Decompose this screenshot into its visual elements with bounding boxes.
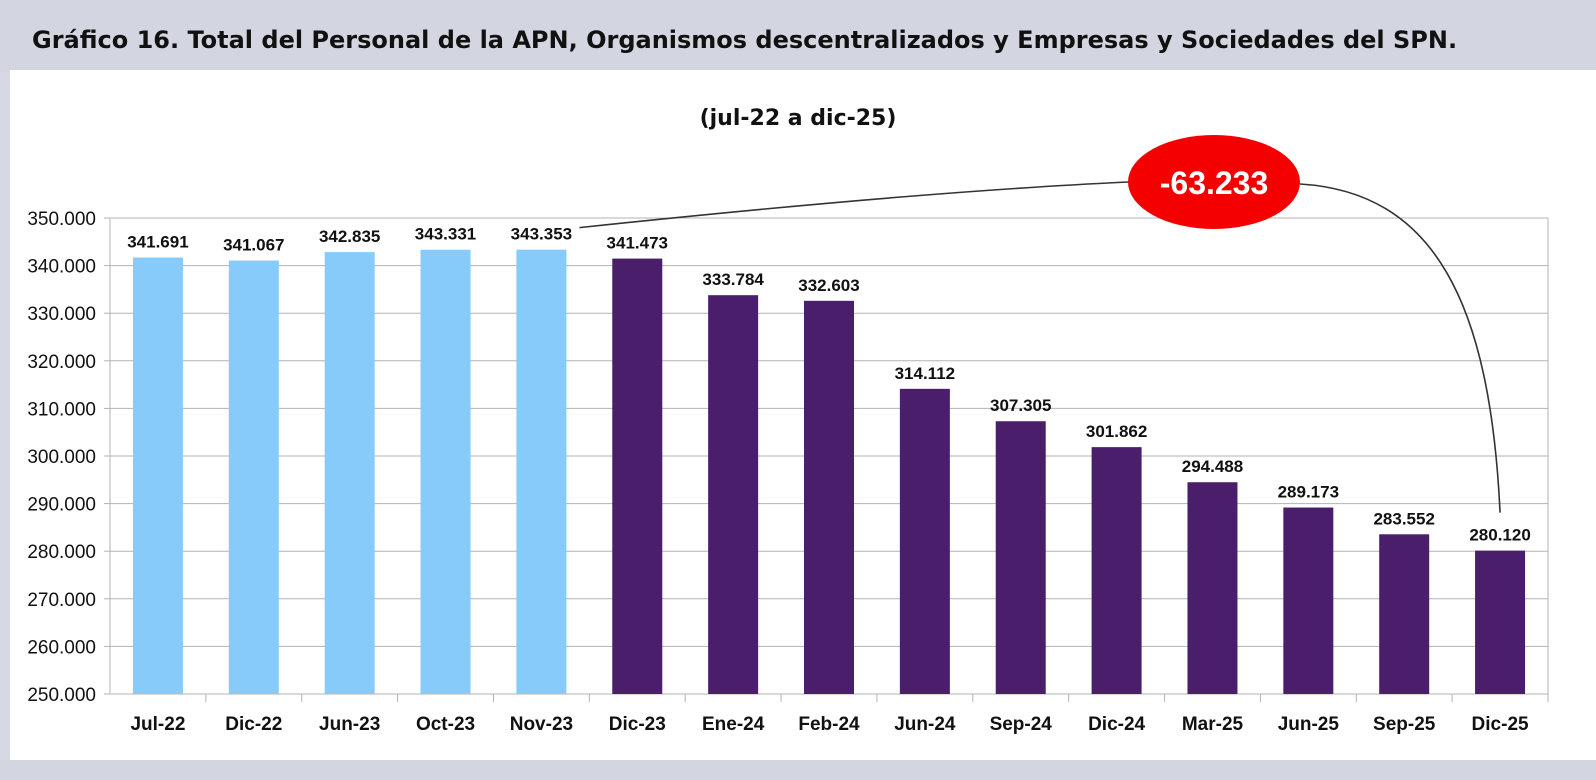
data-label: 341.691 [127, 233, 188, 252]
x-tick-label: Feb-24 [798, 714, 860, 735]
y-tick-label: 350.000 [27, 209, 96, 230]
bar [708, 295, 759, 694]
data-label: 294.488 [1182, 457, 1243, 476]
x-tick-label: Dic-22 [225, 714, 282, 735]
bar [1187, 482, 1238, 694]
x-tick-label: Jun-25 [1278, 714, 1340, 735]
bar [1475, 550, 1526, 694]
data-label: 343.331 [415, 225, 476, 244]
y-tick-label: 270.000 [27, 590, 96, 611]
y-tick-label: 310.000 [27, 399, 96, 420]
x-tick-label: Jul-22 [130, 714, 185, 735]
bar [804, 300, 854, 694]
x-tick-label: Jun-23 [319, 714, 380, 735]
data-label: 332.603 [798, 276, 859, 295]
chart-title: Gráfico 16. Total del Personal de la APN… [32, 26, 1458, 54]
data-label: 280.120 [1469, 526, 1530, 545]
data-label: 307.305 [990, 396, 1051, 415]
annotation-connector-right [1299, 183, 1501, 513]
data-label: 333.784 [702, 270, 764, 289]
annotation-connector-left [579, 181, 1129, 229]
y-tick-label: 300.000 [27, 447, 96, 468]
data-label: 343.353 [511, 225, 572, 244]
x-tick-label: Oct-23 [416, 714, 475, 735]
bar [324, 252, 375, 694]
data-label: 341.473 [607, 234, 668, 253]
x-tick-label: Dic-25 [1472, 714, 1529, 735]
y-tick-label: 340.000 [27, 257, 96, 278]
bar [612, 258, 663, 694]
data-label: 341.067 [223, 236, 284, 255]
data-label: 314.112 [895, 364, 956, 383]
x-tick-label: Sep-24 [990, 714, 1053, 735]
y-tick-label: 290.000 [27, 495, 96, 516]
data-label: 301.862 [1086, 422, 1147, 441]
x-tick-label: Sep-25 [1373, 714, 1436, 735]
chart-subtitle: (jul-22 a dic-25) [699, 106, 897, 131]
x-tick-label: Dic-24 [1088, 714, 1145, 735]
bar [1283, 507, 1334, 694]
bar [132, 257, 183, 694]
bar [995, 421, 1046, 694]
x-tick-label: Nov-23 [510, 714, 573, 735]
y-tick-label: 250.000 [27, 685, 96, 706]
data-label: 283.552 [1373, 509, 1434, 528]
bar [1379, 534, 1430, 694]
difference-badge-label: -63.233 [1160, 165, 1269, 201]
y-tick-label: 280.000 [27, 542, 96, 563]
y-tick-label: 330.000 [27, 304, 96, 325]
data-label: 342.835 [319, 227, 380, 246]
x-tick-label: Ene-24 [702, 714, 765, 735]
bar [420, 249, 471, 694]
data-label: 289.173 [1278, 483, 1339, 502]
y-tick-label: 320.000 [27, 352, 96, 373]
bar [228, 260, 279, 694]
bar [1091, 447, 1142, 694]
y-tick-label: 260.000 [27, 637, 96, 658]
x-tick-label: Jun-24 [894, 714, 956, 735]
x-tick-label: Dic-23 [609, 714, 666, 735]
bar [899, 388, 950, 694]
header-band [0, 0, 1596, 72]
bar [516, 249, 567, 695]
footer-band [0, 760, 1596, 780]
x-tick-label: Mar-25 [1182, 714, 1244, 735]
difference-badge [1128, 135, 1300, 229]
